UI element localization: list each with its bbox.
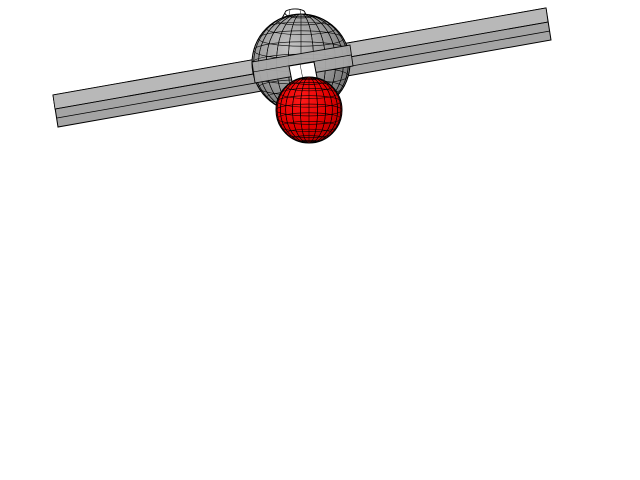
red-sphere-wire-meridian (276, 77, 342, 143)
gray-sphere-wire-parallel (276, 15, 326, 26)
red-sphere-wire-parallel (276, 112, 342, 125)
gray-sphere-wire-parallel (258, 30, 344, 47)
red-sphere-wire-meridian (300, 77, 318, 143)
red-sphere-wire-meridian (292, 77, 326, 143)
red-sphere-wire-parallel (276, 95, 342, 108)
red-sphere-wire-meridian (285, 77, 333, 143)
red-sphere-wire-parallel (276, 103, 342, 117)
red-sphere (275, 76, 343, 144)
red-sphere-wire-meridian (280, 77, 338, 143)
